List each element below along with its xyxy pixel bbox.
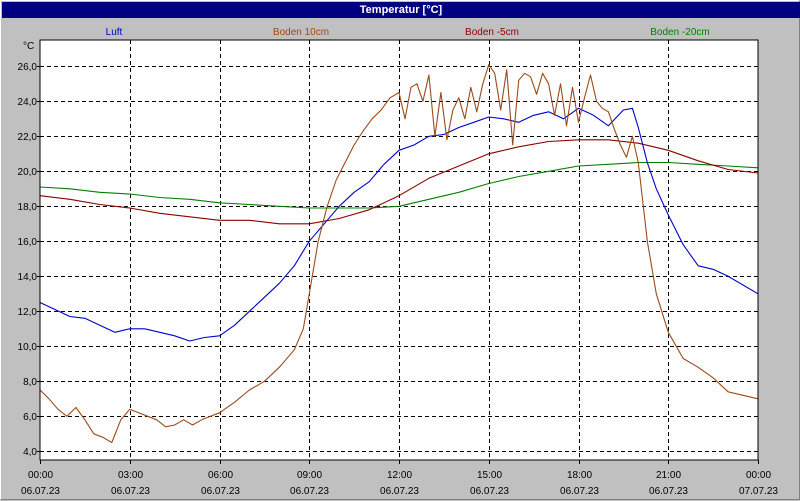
x-tick-time-label: 03:00 [118,470,143,481]
y-tick-label: 16,0 [18,237,38,248]
legend-entry-boden-10cm: Boden 10cm [273,27,329,38]
x-tick-time-label: 06:00 [208,470,233,481]
legend-entry-luft: Luft [106,27,123,38]
x-tick-time-label: 00:00 [746,470,771,481]
y-tick-label: 26,0 [18,62,38,73]
legend: Luft Boden 10cm Boden -5cm Boden -20cm [106,27,710,38]
x-tick-date-label: 06.07.23 [111,486,150,497]
x-tick-time-label: 12:00 [387,470,412,481]
plot-border [39,39,759,461]
y-tick-label: 12,0 [18,307,38,318]
legend-entry-boden-20cm: Boden -20cm [650,27,709,38]
x-tick-date-label: 06.07.23 [201,486,240,497]
x-tick-date-label: 06.07.23 [649,486,688,497]
x-tick-time-label: 09:00 [297,470,322,481]
y-tick-label: 4,0 [23,447,37,458]
series-line-boden-10cm [39,63,759,444]
x-tick-date-label: 07.07.23 [739,486,778,497]
x-tick-time-label: 15:00 [477,470,502,481]
x-tick-date-label: 06.07.23 [21,486,60,497]
chart-title: Temperatur [°C] [359,4,443,16]
y-tick-label: 14,0 [18,272,38,283]
y-tick-label: 24,0 [18,97,38,108]
legend-entry-boden-5cm: Boden -5cm [465,27,519,38]
chart-title-bar: Temperatur [°C] [2,2,800,18]
x-tick-date-label: 06.07.23 [560,486,599,497]
x-tick-time-label: 18:00 [567,470,592,481]
series-line-boden-5cm [39,139,759,225]
y-tick-label: 6,0 [23,412,37,423]
y-tick-label: 22,0 [18,132,38,143]
y-tick-label: 18,0 [18,202,38,213]
y-tick-label: 10,0 [18,342,38,353]
x-tick-date-label: 06.07.23 [290,486,329,497]
series-lines [39,63,759,444]
y-tick-label: 8,0 [23,377,37,388]
y-axis-unit-label: °C [23,41,34,52]
x-tick-time-label: 00:00 [28,470,53,481]
y-tick-label: 20,0 [18,167,38,178]
x-tick-time-label: 21:00 [656,470,681,481]
x-tick-date-label: 06.07.23 [380,486,419,497]
x-tick-date-label: 06.07.23 [470,486,509,497]
y-axis: 4,0 6,0 8,0 10,0 12,0 14,0 16,0 18,0 20,0 22,0 24,… [18,62,40,458]
x-axis: 00:00 06.07.23 03:00 06.07.23 06:00 06.07.23 0… [21,460,778,497]
series-line-luft [39,107,759,342]
